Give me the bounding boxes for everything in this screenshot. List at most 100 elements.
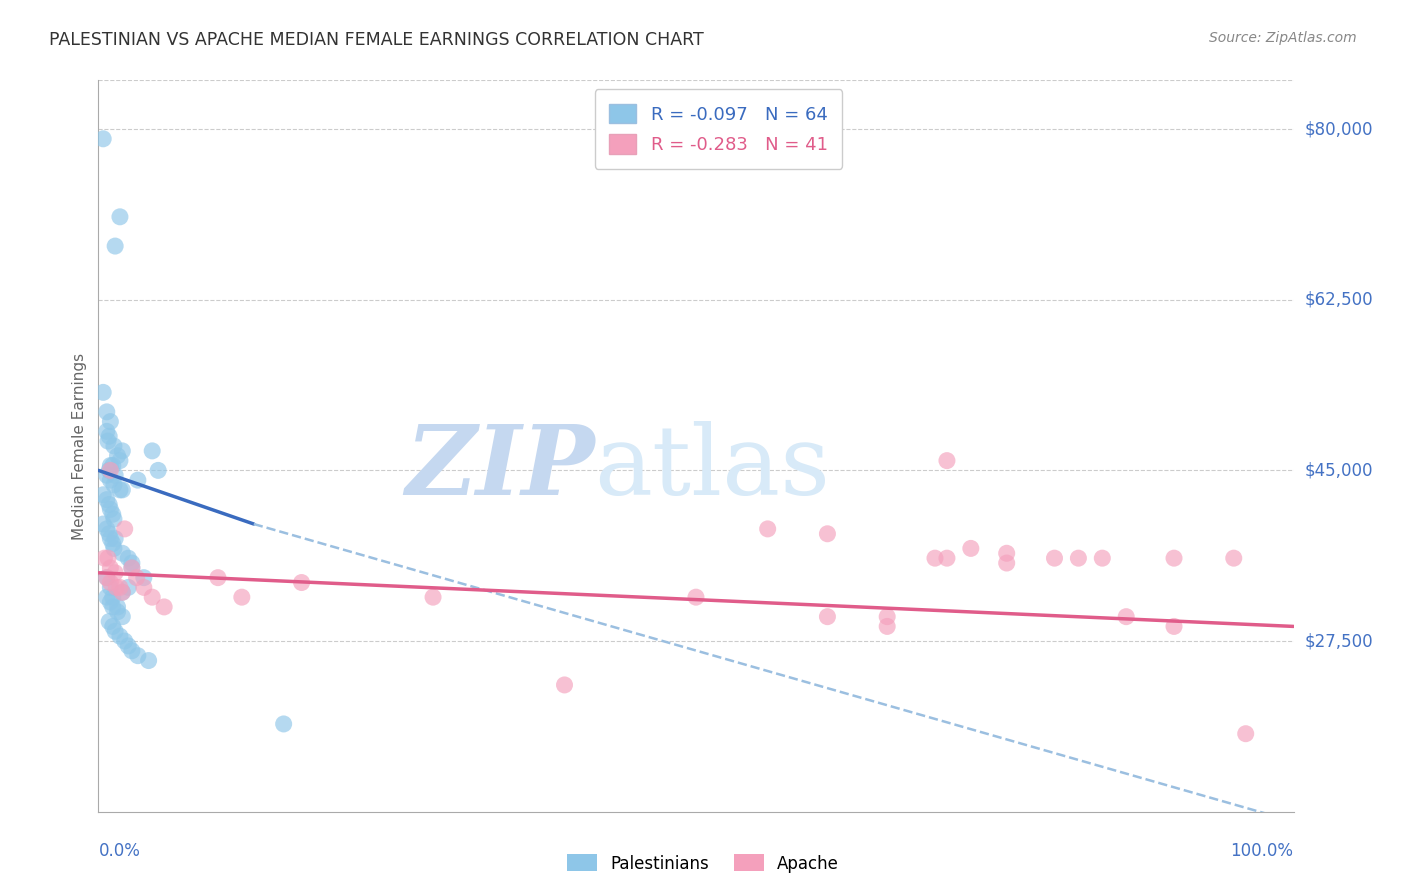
Point xyxy=(141,590,163,604)
Point xyxy=(936,551,959,566)
Point xyxy=(153,599,176,614)
Point xyxy=(815,526,838,541)
Legend: Palestinians, Apache: Palestinians, Apache xyxy=(560,847,846,880)
Text: atlas: atlas xyxy=(595,421,831,515)
Point xyxy=(108,629,131,643)
Point xyxy=(111,585,134,599)
Point xyxy=(104,566,127,580)
Text: $80,000: $80,000 xyxy=(1305,120,1374,138)
Point xyxy=(96,468,118,483)
Point xyxy=(132,571,155,585)
Point xyxy=(114,522,136,536)
Point xyxy=(105,581,128,595)
Point xyxy=(108,453,131,467)
Point xyxy=(107,599,129,614)
Point xyxy=(96,590,118,604)
Point xyxy=(98,463,121,477)
Point xyxy=(876,619,898,633)
Point xyxy=(231,590,253,604)
Point xyxy=(96,492,118,507)
Point xyxy=(138,654,160,668)
Point xyxy=(98,502,122,516)
Point xyxy=(111,585,134,599)
Point xyxy=(685,590,707,604)
Point xyxy=(96,571,118,585)
Point xyxy=(127,648,149,663)
Point xyxy=(96,425,118,439)
Point xyxy=(108,581,131,595)
Point xyxy=(98,595,122,609)
Point xyxy=(995,556,1018,570)
Point xyxy=(1043,551,1066,566)
Point xyxy=(103,439,125,453)
Point xyxy=(876,609,898,624)
Text: $62,500: $62,500 xyxy=(1305,291,1374,309)
Point xyxy=(104,624,127,639)
Point xyxy=(936,453,959,467)
Point xyxy=(104,532,127,546)
Point xyxy=(117,639,139,653)
Point xyxy=(91,516,114,531)
Point xyxy=(114,634,136,648)
Point xyxy=(108,210,131,224)
Point xyxy=(98,532,122,546)
Point xyxy=(101,590,124,604)
Point xyxy=(101,508,124,522)
Point xyxy=(121,644,143,658)
Point xyxy=(93,551,115,566)
Point xyxy=(815,609,838,624)
Point xyxy=(98,473,122,487)
Point xyxy=(98,463,122,477)
Point xyxy=(1163,551,1185,566)
Point xyxy=(98,615,121,629)
Point xyxy=(101,458,124,473)
Point xyxy=(91,488,114,502)
Point xyxy=(291,575,314,590)
Point xyxy=(117,551,139,566)
Text: $45,000: $45,000 xyxy=(1305,461,1374,479)
Point xyxy=(273,717,295,731)
Point xyxy=(108,483,131,497)
Legend: R = -0.097   N = 64, R = -0.283   N = 41: R = -0.097 N = 64, R = -0.283 N = 41 xyxy=(595,89,842,169)
Point xyxy=(422,590,444,604)
Point xyxy=(101,536,124,550)
Point xyxy=(1067,551,1090,566)
Point xyxy=(101,599,124,614)
Point xyxy=(104,239,127,253)
Text: $27,500: $27,500 xyxy=(1305,632,1374,650)
Text: PALESTINIAN VS APACHE MEDIAN FEMALE EARNINGS CORRELATION CHART: PALESTINIAN VS APACHE MEDIAN FEMALE EARN… xyxy=(49,31,704,49)
Point xyxy=(107,449,129,463)
Point xyxy=(91,132,114,146)
Point xyxy=(127,473,149,487)
Point xyxy=(96,522,118,536)
Point xyxy=(125,571,148,585)
Point xyxy=(1163,619,1185,633)
Point xyxy=(98,575,122,590)
Point xyxy=(103,478,125,492)
Point xyxy=(98,458,122,473)
Y-axis label: Median Female Earnings: Median Female Earnings xyxy=(72,352,87,540)
Point xyxy=(111,443,134,458)
Text: Source: ZipAtlas.com: Source: ZipAtlas.com xyxy=(1209,31,1357,45)
Point xyxy=(101,619,124,633)
Point xyxy=(98,526,121,541)
Point xyxy=(1234,727,1257,741)
Point xyxy=(995,546,1018,560)
Point xyxy=(91,385,114,400)
Point xyxy=(924,551,946,566)
Point xyxy=(960,541,983,556)
Point xyxy=(148,463,170,477)
Point xyxy=(97,434,120,449)
Point xyxy=(1115,609,1137,624)
Point xyxy=(111,483,134,497)
Text: 0.0%: 0.0% xyxy=(98,842,141,860)
Point xyxy=(117,581,139,595)
Point xyxy=(107,605,129,619)
Point xyxy=(1223,551,1246,566)
Point xyxy=(96,571,118,585)
Point xyxy=(141,443,163,458)
Point xyxy=(98,561,122,575)
Point xyxy=(207,571,229,585)
Point xyxy=(111,546,134,560)
Point xyxy=(103,512,125,526)
